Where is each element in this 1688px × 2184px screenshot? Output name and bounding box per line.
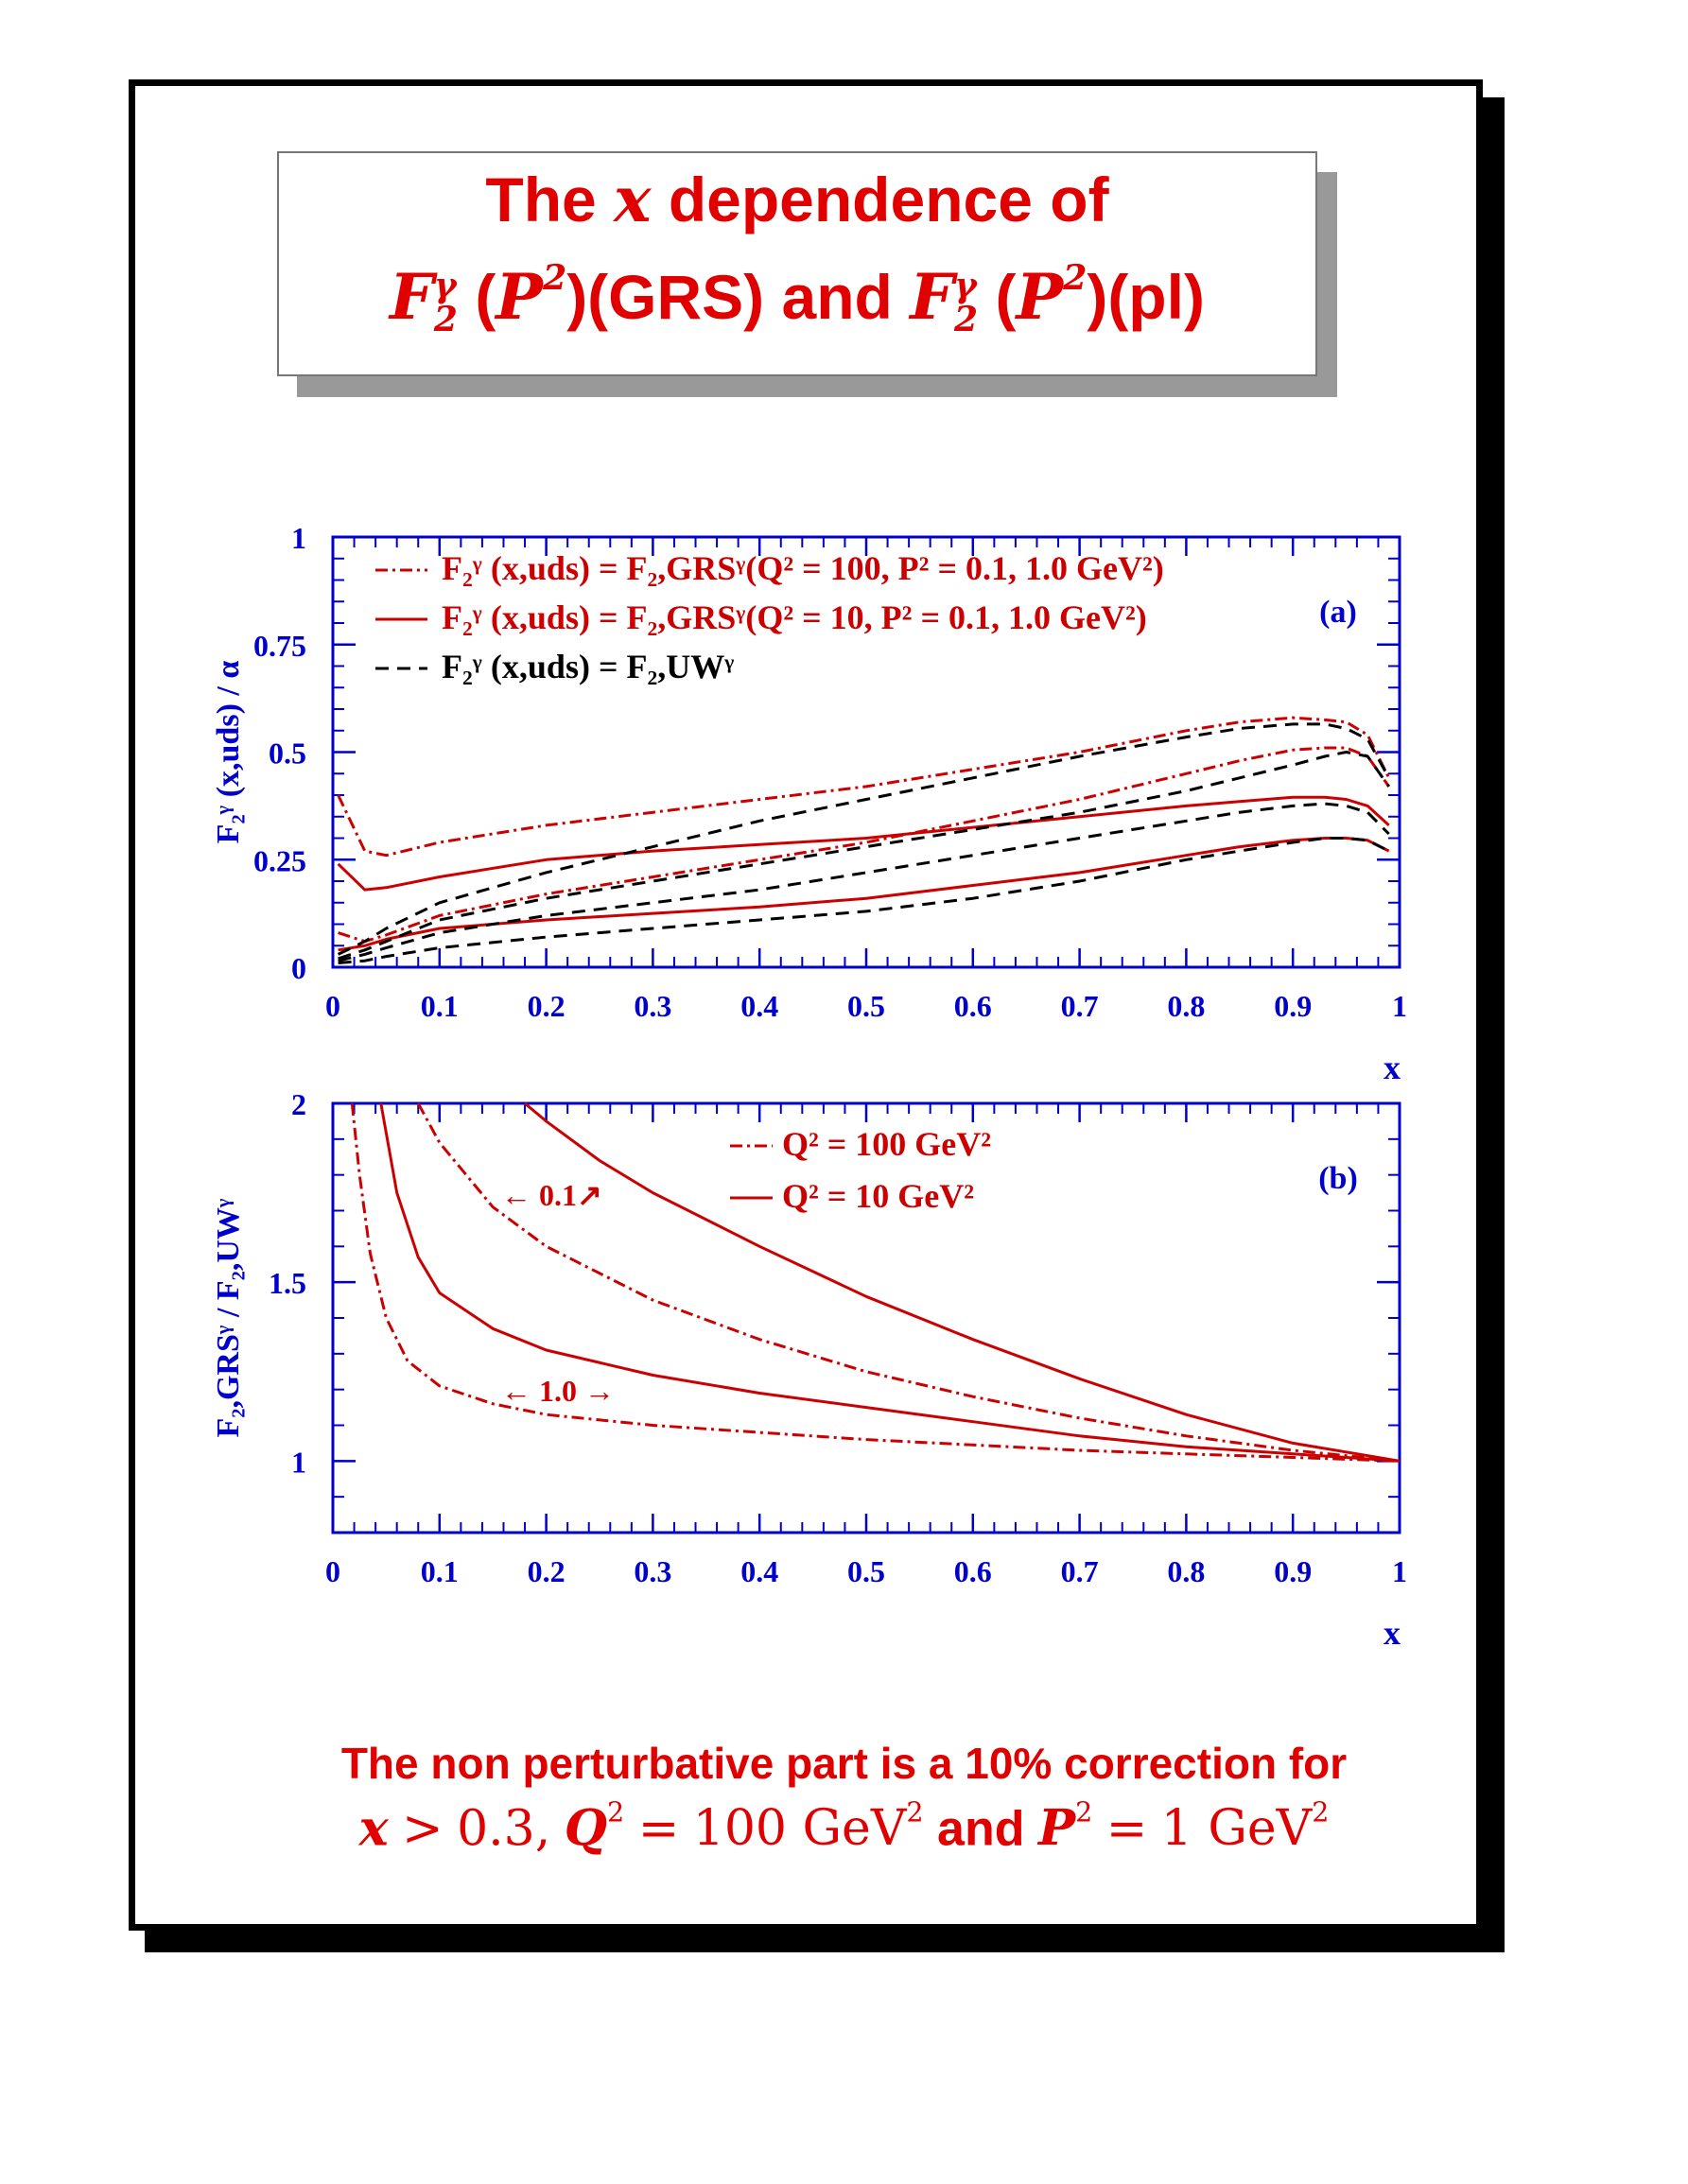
conclusion-and: and	[937, 1801, 1025, 1857]
x-tick-label: 0.3	[634, 1554, 671, 1588]
title-p-symbol-1: P2	[496, 257, 567, 334]
series-line-dashed	[338, 802, 1390, 962]
series-line-dashdot	[350, 1102, 1401, 1463]
x-tick-label: 0.2	[528, 1554, 566, 1588]
series-line-solid	[338, 837, 1390, 952]
x-tick-label: 0.9	[1274, 989, 1312, 1023]
conclusion-x-val: 0.3,	[457, 1800, 551, 1858]
plot-frame	[331, 1101, 1401, 1534]
series-line-dashdot	[338, 746, 1390, 944]
x-tick-label: 0.8	[1167, 1554, 1205, 1588]
y-axis-label: F₂ᵞ (x,uds) / α	[211, 661, 246, 844]
curve-annotation: ← 1.0 →	[501, 1374, 615, 1408]
title-open-paren-1: (	[475, 261, 496, 332]
y-tick-label: 0.75	[253, 629, 306, 663]
x-tick-label: 0.5	[847, 989, 885, 1023]
conclusion-q-value: 100 GeV2	[692, 1796, 924, 1858]
title-grs-and: )(GRS) and	[566, 261, 893, 332]
x-tick-label: 0.2	[528, 989, 566, 1023]
y-tick-label: 1.5	[269, 1266, 306, 1300]
panel-label: (a)	[1319, 595, 1357, 630]
x-tick-label: 0.9	[1274, 1554, 1312, 1588]
x-tick-label: 0.1	[421, 989, 459, 1023]
conclusion: The non perturbative part is a 10% corre…	[0, 1738, 1688, 1857]
x-tick-label: 0.4	[740, 989, 778, 1023]
chart-panel-b: 0 0.1 0.2 0.3 0.4 0.5 0.6 0.7 0.8 0.9 1 1 1.5 2 x F₂,GR…	[211, 1087, 1407, 1652]
x-tick-label: 0.3	[634, 989, 671, 1023]
conclusion-eq-2: =	[1105, 1800, 1148, 1858]
conclusion-q2: Q2	[564, 1796, 625, 1858]
conclusion-line-1: The non perturbative part is a 10% corre…	[340, 1739, 1348, 1788]
y-axis-label: F₂,GRSᵞ / F₂,UWᵞ	[211, 1198, 246, 1437]
conclusion-eq-1: =	[637, 1800, 680, 1858]
series-line-dashed	[338, 837, 1390, 964]
x-tick-label: 0.7	[1061, 989, 1099, 1023]
legend-label: F₂ᵞ (x,uds) = F₂,UWᵞ	[442, 648, 734, 685]
y-tick-label: 0	[291, 951, 306, 985]
x-tick-label: 0.1	[421, 1554, 459, 1588]
conclusion-gt: >	[402, 1800, 444, 1858]
series-line-solid	[337, 795, 1390, 892]
legend-label: F₂ᵞ (x,uds) = F₂,GRSᵞ(Q² = 100, P² = 0.1…	[442, 549, 1164, 587]
x-tick-label: 1	[1392, 989, 1407, 1023]
conclusion-line-2: x > 0.3, Q2 = 100 GeV2 and P2 = 1 GeV2	[0, 1796, 1688, 1857]
series-line-dashed	[338, 751, 1390, 961]
x-axis-label: x	[1383, 1614, 1401, 1652]
x-tick-label: 1	[1392, 1554, 1407, 1588]
chart-panel-a: 0 0.1 0.2 0.3 0.4 0.5 0.6 0.7 0.8 0.9 1 0 0.25 0.5 0.7…	[211, 521, 1407, 1086]
y-tick-label: 1	[291, 521, 306, 555]
title-x-variable: x	[614, 163, 652, 236]
conclusion-x-var: x	[358, 1799, 389, 1858]
y-tick-label: 1	[291, 1445, 306, 1479]
series-line-dashed	[337, 722, 1391, 956]
x-axis-label: x	[1383, 1049, 1401, 1086]
title-dependence-of: dependence of	[668, 165, 1109, 234]
series-line-solid	[379, 1102, 1401, 1463]
curve-annotation: ← 0.1↗	[501, 1178, 602, 1212]
x-tick-label: 0	[325, 1554, 340, 1588]
y-tick-label: 0.25	[253, 843, 306, 877]
y-tick-label: 0.5	[269, 737, 306, 771]
series-line-solid	[524, 1101, 1401, 1463]
legend-label: Q² = 100 GeV²	[782, 1125, 991, 1163]
conclusion-p2: P2	[1037, 1796, 1093, 1858]
title-the: The	[485, 165, 597, 234]
conclusion-p-value: 1 GeV2	[1160, 1796, 1330, 1858]
x-tick-label: 0.5	[847, 1554, 885, 1588]
x-tick-label: 0	[325, 989, 340, 1023]
x-tick-label: 0.7	[1061, 1554, 1099, 1588]
title-pl: )(pl)	[1087, 261, 1205, 332]
legend-label: Q² = 10 GeV²	[782, 1177, 974, 1215]
legend-label: F₂ᵞ (x,uds) = F₂,GRSᵞ(Q² = 10, P² = 0.1,…	[442, 598, 1147, 636]
x-tick-label: 0.6	[954, 989, 992, 1023]
title-open-paren-2: (	[995, 261, 1017, 332]
panel-label: (b)	[1318, 1161, 1358, 1196]
x-tick-label: 0.8	[1167, 989, 1205, 1023]
series-line-dashdot	[337, 716, 1391, 858]
y-tick-label: 2	[291, 1087, 306, 1121]
x-tick-label: 0.4	[740, 1554, 778, 1588]
title-p-symbol-2: P2	[1016, 257, 1088, 334]
title-line-1: The x dependence of	[279, 163, 1315, 236]
x-tick-label: 0.6	[954, 1554, 992, 1588]
